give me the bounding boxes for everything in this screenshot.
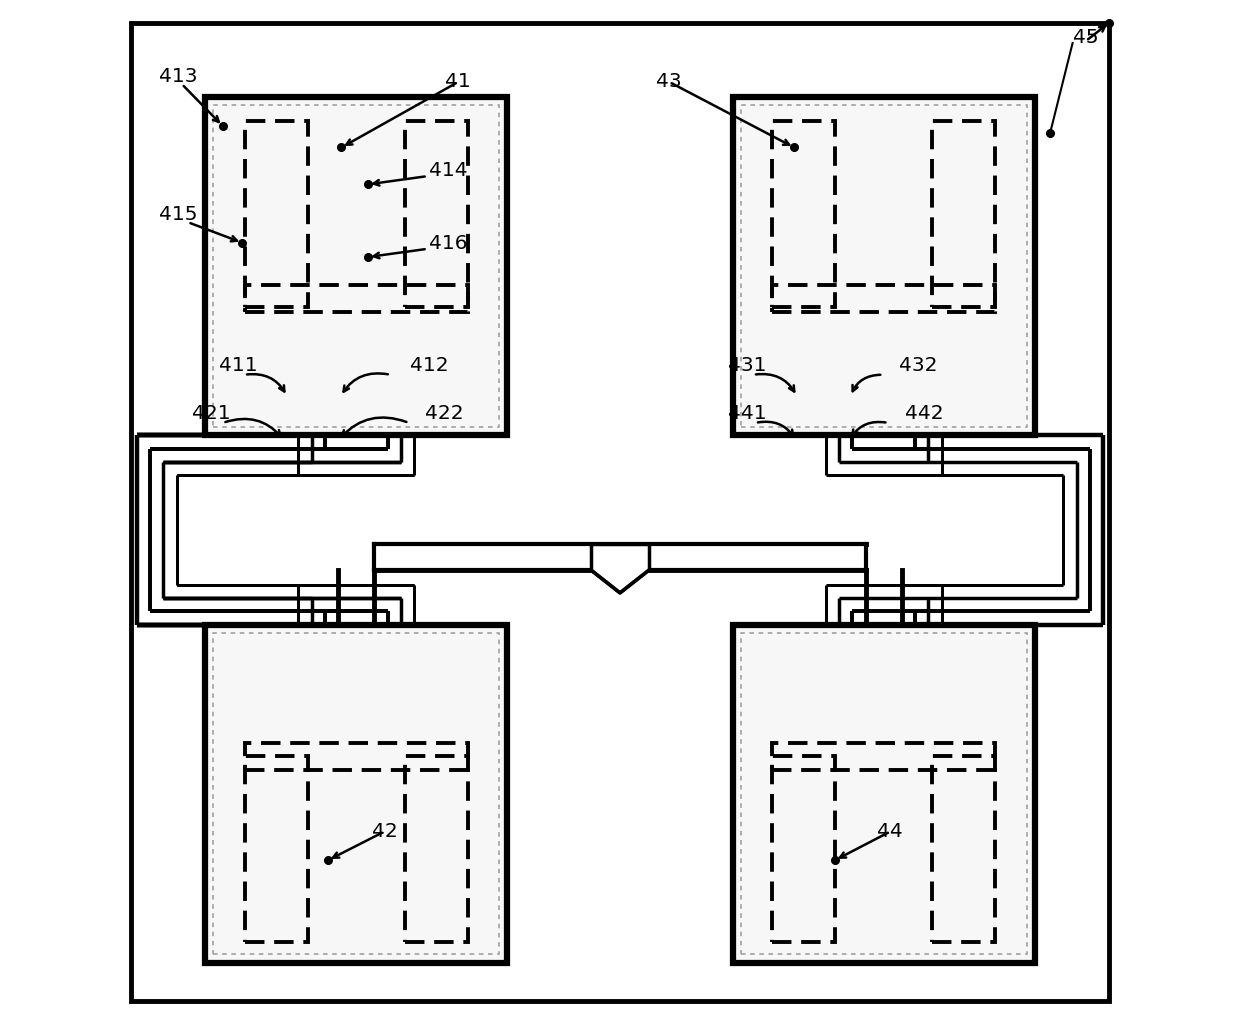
Bar: [213, 633, 500, 954]
Bar: [733, 97, 1034, 435]
Bar: [244, 757, 308, 942]
Text: 413: 413: [159, 67, 197, 86]
Text: 416: 416: [429, 233, 467, 253]
Text: 442: 442: [905, 403, 944, 423]
Text: 411: 411: [218, 355, 257, 375]
Text: 412: 412: [410, 355, 449, 375]
Text: 42: 42: [372, 822, 397, 841]
Bar: [733, 625, 1034, 963]
Text: 45: 45: [1073, 28, 1099, 47]
Bar: [932, 121, 996, 307]
Text: 441: 441: [728, 403, 766, 423]
Bar: [206, 97, 507, 435]
Bar: [773, 121, 836, 307]
Text: 41: 41: [445, 73, 471, 91]
Bar: [773, 743, 996, 770]
Text: 415: 415: [159, 205, 197, 224]
Bar: [244, 743, 467, 770]
Bar: [213, 105, 500, 427]
Bar: [740, 633, 1027, 954]
Text: 414: 414: [429, 161, 467, 180]
Bar: [206, 625, 507, 963]
Bar: [244, 285, 467, 312]
Polygon shape: [591, 570, 649, 593]
Bar: [740, 105, 1027, 427]
Bar: [773, 757, 836, 942]
Text: 421: 421: [192, 403, 231, 423]
Text: 44: 44: [878, 822, 903, 841]
Bar: [773, 285, 996, 312]
Bar: [932, 757, 996, 942]
Polygon shape: [591, 544, 649, 570]
Bar: [244, 121, 308, 307]
Bar: [404, 121, 467, 307]
Text: 43: 43: [656, 73, 682, 91]
Text: 422: 422: [425, 403, 464, 423]
Text: 431: 431: [728, 355, 766, 375]
Bar: [404, 757, 467, 942]
Text: 432: 432: [899, 355, 937, 375]
